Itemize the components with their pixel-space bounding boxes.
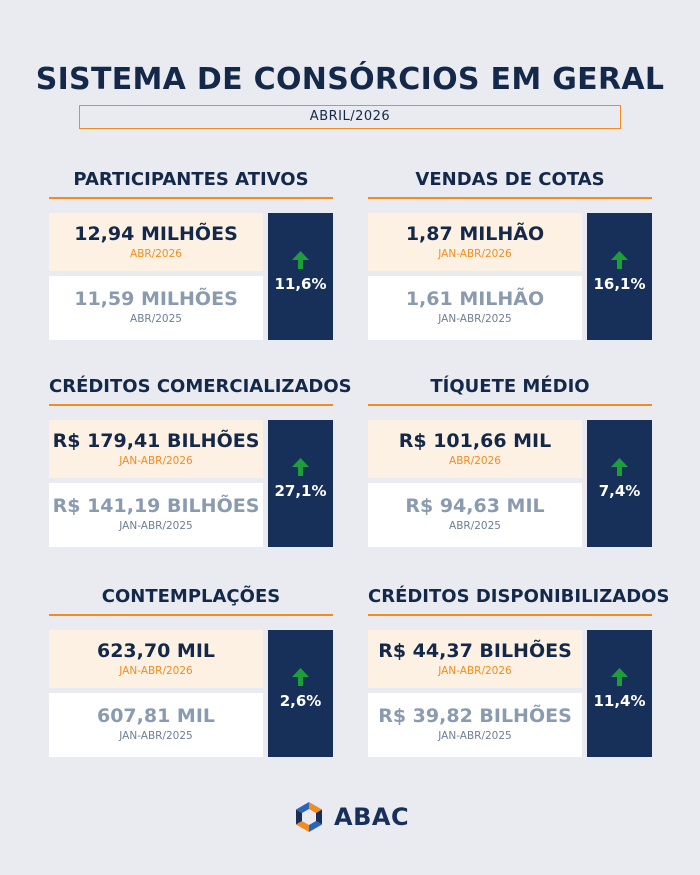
previous-period: ABR/2025 — [449, 520, 501, 532]
period-box: ABRIL/2026 — [79, 105, 621, 129]
kpi-vendas-de-cotas: VENDAS DE COTAS 1,87 MILHÃO JAN-ABR/2026… — [368, 163, 652, 340]
variation-box: 27,1% — [268, 420, 333, 547]
previous-row: R$ 39,82 BILHÕES JAN-ABR/2025 — [368, 693, 582, 757]
arrow-up-icon — [292, 458, 309, 476]
variation-box: 2,6% — [268, 630, 333, 757]
previous-row: 1,61 MILHÃO JAN-ABR/2025 — [368, 276, 582, 340]
page-title: SISTEMA DE CONSÓRCIOS EM GERAL — [35, 62, 665, 97]
previous-value: 1,61 MILHÃO — [405, 288, 545, 310]
abac-logo: ABAC — [292, 800, 409, 834]
variation-box: 7,4% — [587, 420, 652, 547]
kpi-title: CRÉDITOS COMERCIALIZADOS — [49, 370, 352, 406]
previous-period: ABR/2025 — [130, 313, 182, 325]
variation-percent: 2,6% — [279, 692, 322, 710]
kpi-creditos-comercializados: CRÉDITOS COMERCIALIZADOS R$ 179,41 BILHÕ… — [49, 370, 352, 547]
previous-period: JAN-ABR/2025 — [119, 520, 193, 532]
kpi-title: CONTEMPLAÇÕES — [49, 580, 333, 616]
current-value: 623,70 MIL — [96, 640, 216, 662]
current-period: JAN-ABR/2026 — [119, 455, 193, 467]
kpi-card: R$ 179,41 BILHÕES JAN-ABR/2026 R$ 141,19… — [49, 420, 333, 547]
kpi-card: R$ 101,66 MIL ABR/2026 R$ 94,63 MIL ABR/… — [368, 420, 652, 547]
previous-period: JAN-ABR/2025 — [438, 313, 512, 325]
variation-box: 11,6% — [268, 213, 333, 340]
kpi-title: TÍQUETE MÉDIO — [368, 370, 652, 406]
current-value: 12,94 MILHÕES — [74, 223, 238, 245]
variation-percent: 11,4% — [593, 692, 646, 710]
kpi-card: 12,94 MILHÕES ABR/2026 11,59 MILHÕES ABR… — [49, 213, 333, 340]
kpi-tiquete-medio: TÍQUETE MÉDIO R$ 101,66 MIL ABR/2026 R$ … — [368, 370, 652, 547]
current-period: JAN-ABR/2026 — [438, 665, 512, 677]
current-row: 623,70 MIL JAN-ABR/2026 — [49, 630, 263, 688]
previous-row: R$ 94,63 MIL ABR/2025 — [368, 483, 582, 547]
arrow-up-icon — [292, 668, 309, 686]
current-value: R$ 101,66 MIL — [398, 430, 552, 452]
kpi-contemplacoes: CONTEMPLAÇÕES 623,70 MIL JAN-ABR/2026 60… — [49, 580, 333, 757]
current-row: 12,94 MILHÕES ABR/2026 — [49, 213, 263, 271]
current-period: ABR/2026 — [130, 248, 182, 260]
previous-row: R$ 141,19 BILHÕES JAN-ABR/2025 — [49, 483, 263, 547]
arrow-up-icon — [611, 668, 628, 686]
arrow-up-icon — [292, 251, 309, 269]
current-row: R$ 179,41 BILHÕES JAN-ABR/2026 — [49, 420, 263, 478]
current-value: R$ 44,37 BILHÕES — [378, 640, 572, 662]
variation-percent: 16,1% — [593, 275, 646, 293]
kpi-title: CRÉDITOS DISPONIBILIZADOS — [368, 580, 669, 616]
kpi-card: R$ 44,37 BILHÕES JAN-ABR/2026 R$ 39,82 B… — [368, 630, 652, 757]
variation-percent: 27,1% — [274, 482, 327, 500]
kpi-participantes-ativos: PARTICIPANTES ATIVOS 12,94 MILHÕES ABR/2… — [49, 163, 333, 340]
arrow-up-icon — [611, 458, 628, 476]
current-row: R$ 44,37 BILHÕES JAN-ABR/2026 — [368, 630, 582, 688]
kpi-card: 623,70 MIL JAN-ABR/2026 607,81 MIL JAN-A… — [49, 630, 333, 757]
kpi-title: VENDAS DE COTAS — [368, 163, 652, 199]
kpi-creditos-disponibilizados: CRÉDITOS DISPONIBILIZADOS R$ 44,37 BILHÕ… — [368, 580, 669, 757]
current-period: JAN-ABR/2026 — [119, 665, 193, 677]
current-row: 1,87 MILHÃO JAN-ABR/2026 — [368, 213, 582, 271]
variation-percent: 11,6% — [274, 275, 327, 293]
previous-value: 607,81 MIL — [96, 705, 216, 727]
previous-value: R$ 39,82 BILHÕES — [378, 705, 572, 727]
previous-value: R$ 141,19 BILHÕES — [52, 495, 260, 517]
previous-value: R$ 94,63 MIL — [405, 495, 545, 517]
previous-value: 11,59 MILHÕES — [74, 288, 238, 310]
previous-period: JAN-ABR/2025 — [119, 730, 193, 742]
previous-row: 11,59 MILHÕES ABR/2025 — [49, 276, 263, 340]
previous-period: JAN-ABR/2025 — [438, 730, 512, 742]
abac-logo-icon — [296, 802, 322, 832]
variation-box: 11,4% — [587, 630, 652, 757]
current-period: ABR/2026 — [449, 455, 501, 467]
variation-percent: 7,4% — [598, 482, 641, 500]
arrow-up-icon — [611, 251, 628, 269]
logo-text: ABAC — [334, 803, 410, 831]
current-value: R$ 179,41 BILHÕES — [52, 430, 260, 452]
current-period: JAN-ABR/2026 — [438, 248, 512, 260]
current-row: R$ 101,66 MIL ABR/2026 — [368, 420, 582, 478]
current-value: 1,87 MILHÃO — [405, 223, 545, 245]
variation-box: 16,1% — [587, 213, 652, 340]
previous-row: 607,81 MIL JAN-ABR/2025 — [49, 693, 263, 757]
kpi-title: PARTICIPANTES ATIVOS — [49, 163, 333, 199]
kpi-card: 1,87 MILHÃO JAN-ABR/2026 1,61 MILHÃO JAN… — [368, 213, 652, 340]
